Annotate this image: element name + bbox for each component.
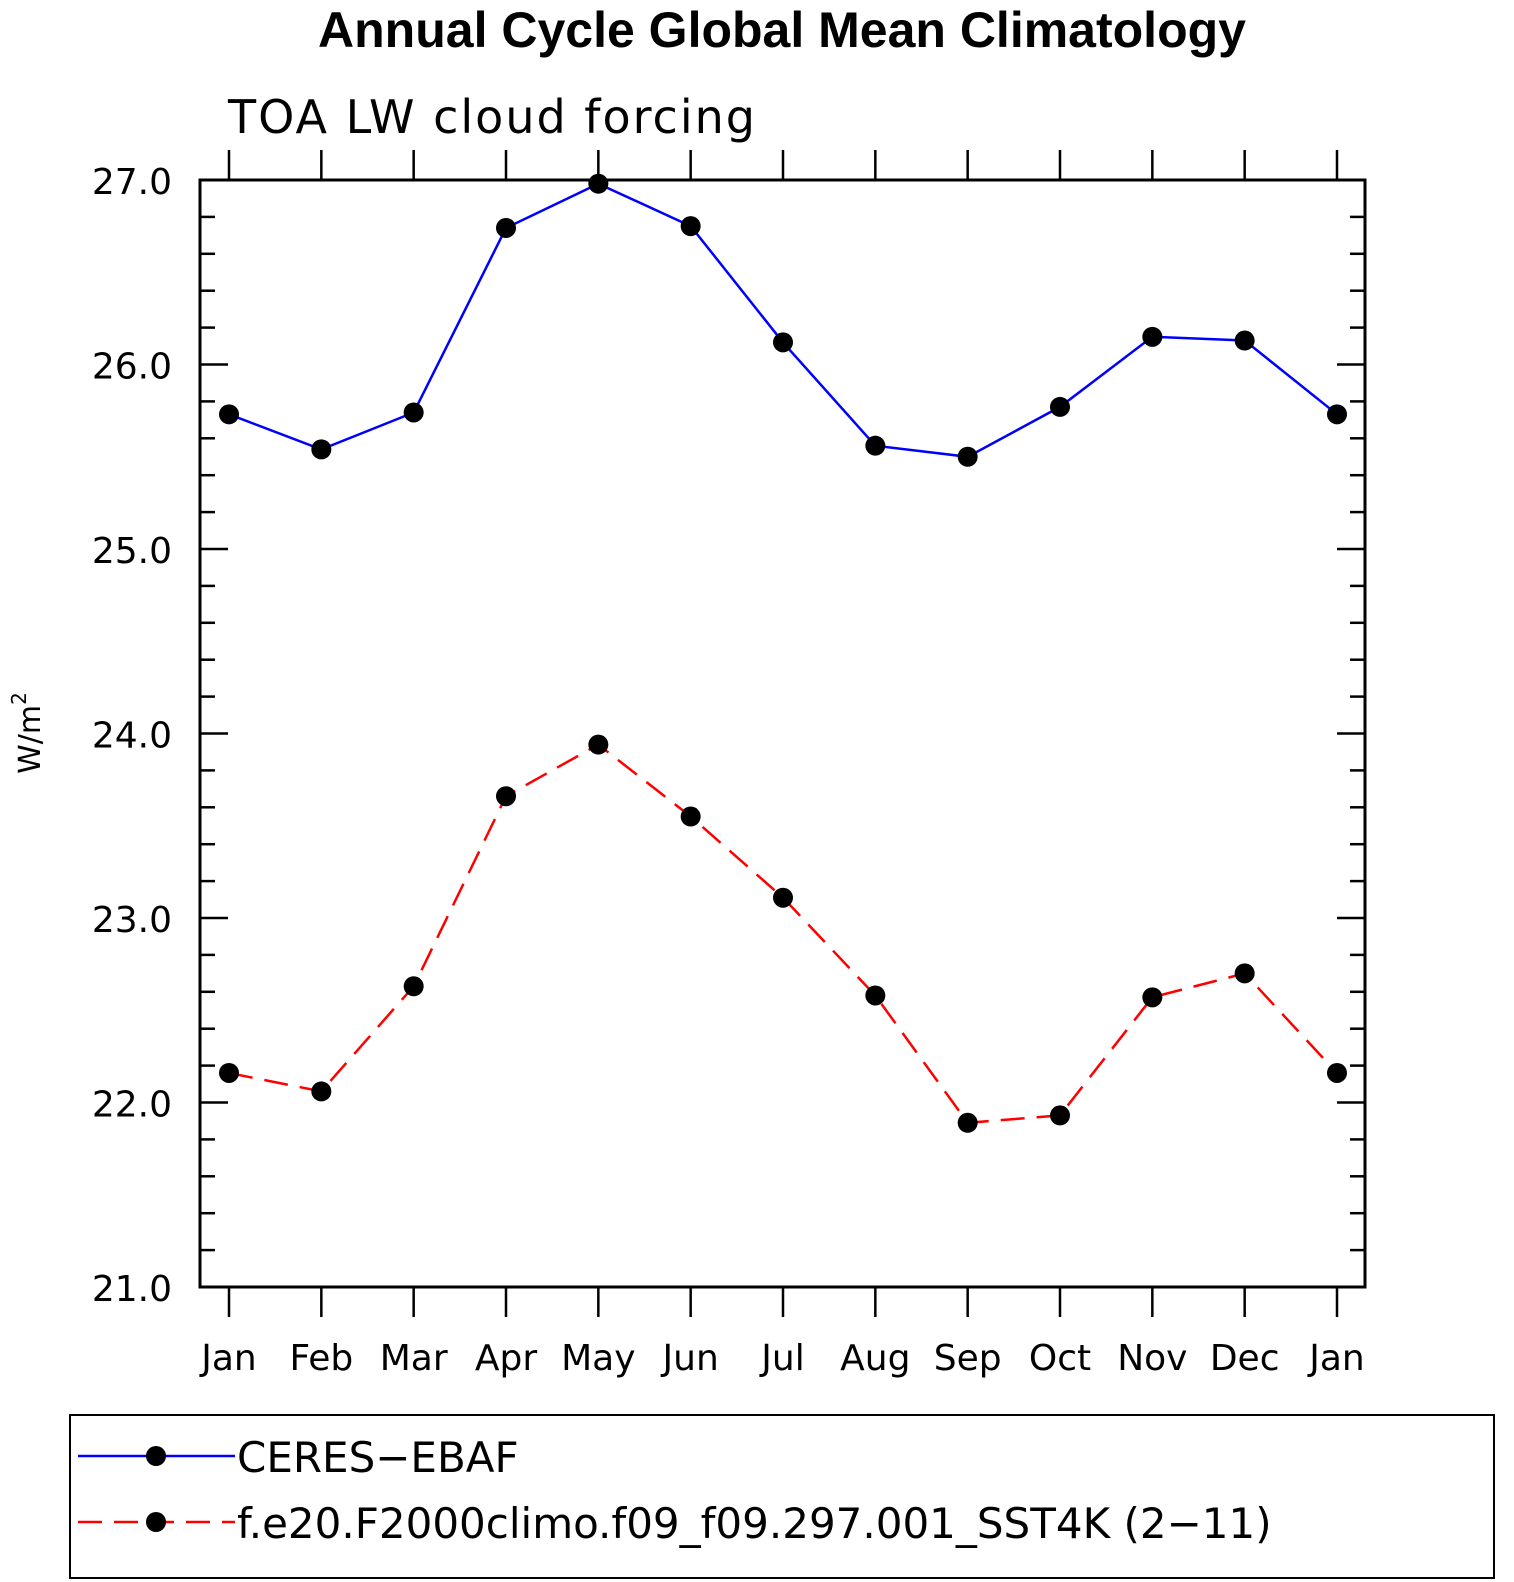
plot-area: 21.0 22.0 23.0 24.0 25.0 26.0 27.0 Jan Feb Mar Ap… xyxy=(92,150,1367,1379)
x-axis-ticks: Jan Feb Mar Apr May Jun Jul Aug Sep Oct Nov Dec Jan xyxy=(199,150,1365,1379)
data-point xyxy=(1142,326,1163,347)
y-tick-label: 24.0 xyxy=(92,716,172,757)
legend-marker-series-1 xyxy=(146,1446,166,1466)
chart-title: Annual Cycle Global Mean Climatology xyxy=(318,2,1246,58)
data-point xyxy=(1142,987,1163,1008)
data-point xyxy=(680,806,701,827)
x-tick-label: Oct xyxy=(1029,1338,1091,1379)
legend-label-series-1: CERES−EBAF xyxy=(237,1433,519,1482)
x-tick-label: May xyxy=(561,1338,635,1379)
data-point xyxy=(773,332,793,353)
x-tick-label: Aug xyxy=(840,1338,910,1379)
data-point xyxy=(865,435,886,456)
y-axis-ticks: 21.0 22.0 23.0 24.0 25.0 26.0 27.0 xyxy=(92,162,1365,1310)
data-point xyxy=(957,1112,978,1133)
x-tick-label: Jul xyxy=(759,1338,804,1379)
legend-marker-series-2 xyxy=(146,1512,166,1532)
y-axis-label-unit: W/m xyxy=(13,705,48,774)
data-point xyxy=(1234,330,1255,351)
data-point xyxy=(588,173,609,194)
data-point xyxy=(680,216,701,237)
series-2 xyxy=(219,734,1347,1133)
data-point xyxy=(496,217,516,238)
chart-subtitle: TOA LW cloud forcing xyxy=(227,90,757,144)
x-tick-label: Jun xyxy=(661,1338,719,1379)
data-point xyxy=(1050,1105,1070,1126)
x-tick-label: Sep xyxy=(934,1338,1002,1379)
data-point xyxy=(1327,404,1347,425)
data-point xyxy=(957,446,978,467)
legend-box xyxy=(69,1414,1495,1579)
legend: CERES−EBAF f.e20.F2000climo.f09_f09.297.… xyxy=(69,1414,1495,1579)
series-1 xyxy=(219,173,1347,467)
data-point xyxy=(496,786,516,807)
data-point xyxy=(1234,963,1255,984)
x-tick-label: Feb xyxy=(289,1338,353,1379)
y-tick-label: 21.0 xyxy=(92,1269,172,1310)
y-tick-label: 25.0 xyxy=(92,531,172,572)
data-point xyxy=(1050,396,1070,417)
x-tick-label: Mar xyxy=(380,1338,448,1379)
x-tick-label: Jan xyxy=(1307,1338,1365,1379)
x-tick-label: Apr xyxy=(475,1338,537,1379)
x-tick-label: Jan xyxy=(199,1338,257,1379)
data-point xyxy=(403,976,424,997)
data-point xyxy=(865,985,886,1006)
y-axis-label-exponent: 2 xyxy=(7,692,31,705)
y-tick-label: 23.0 xyxy=(92,900,172,941)
data-point xyxy=(311,1081,332,1102)
legend-label-series-2: f.e20.F2000climo.f09_f09.297.001_SST4K (… xyxy=(237,1499,1272,1548)
data-point xyxy=(219,1062,239,1083)
x-tick-label: Nov xyxy=(1117,1338,1187,1379)
series-line-2 xyxy=(228,743,1338,1125)
y-tick-label: 26.0 xyxy=(92,347,172,388)
x-tick-label: Dec xyxy=(1210,1338,1280,1379)
data-point xyxy=(1327,1062,1347,1083)
data-point xyxy=(311,439,332,460)
series-layer xyxy=(219,173,1347,1133)
data-point xyxy=(403,402,424,423)
y-tick-label: 22.0 xyxy=(92,1085,172,1126)
y-axis-label: W/m2 xyxy=(7,692,48,774)
y-tick-label: 27.0 xyxy=(92,162,172,203)
series-line-1 xyxy=(228,182,1338,459)
data-point xyxy=(588,734,609,755)
data-point xyxy=(773,887,793,908)
data-point xyxy=(219,404,239,425)
